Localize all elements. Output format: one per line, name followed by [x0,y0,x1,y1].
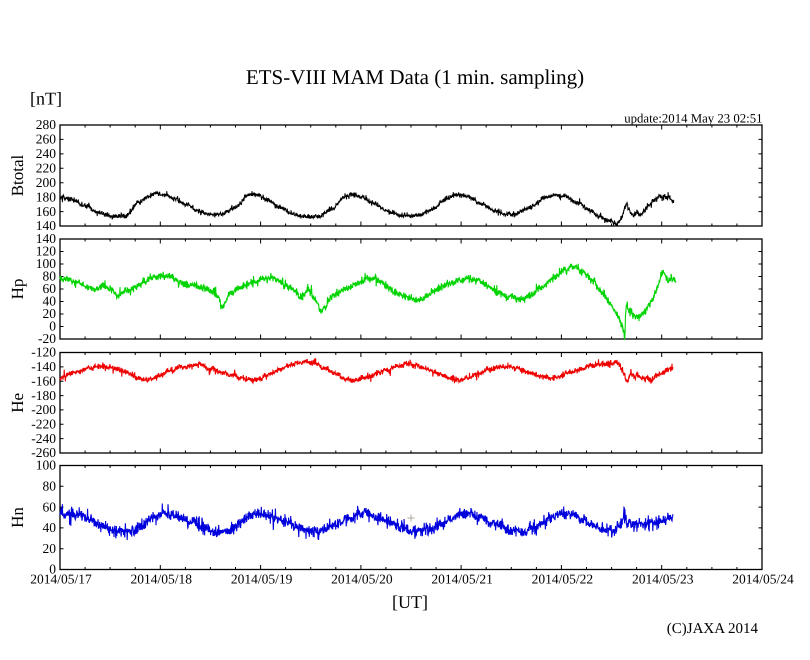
svg-text:2014/05/17: 2014/05/17 [30,572,92,587]
svg-text:100: 100 [36,256,57,271]
svg-text:(C)JAXA 2014: (C)JAXA 2014 [667,621,759,637]
svg-text:update:2014 May 23 02:51: update:2014 May 23 02:51 [624,112,762,126]
svg-text:40: 40 [43,294,57,309]
svg-text:-180: -180 [31,388,56,403]
svg-text:2014/05/24: 2014/05/24 [732,572,794,587]
svg-text:2014/05/18: 2014/05/18 [131,572,193,587]
svg-text:-220: -220 [31,417,56,432]
svg-text:-140: -140 [31,359,56,374]
svg-text:180: 180 [36,189,57,204]
svg-text:-260: -260 [31,445,56,460]
svg-text:80: 80 [43,479,57,494]
svg-text:Hp: Hp [8,279,27,300]
svg-text:260: 260 [36,132,57,147]
svg-text:0: 0 [49,562,56,577]
svg-text:-160: -160 [31,373,56,388]
svg-text:2014/05/22: 2014/05/22 [532,572,594,587]
svg-text:-240: -240 [31,431,56,446]
svg-text:-200: -200 [31,402,56,417]
svg-text:80: 80 [43,269,57,284]
svg-text:2014/05/21: 2014/05/21 [431,572,493,587]
svg-text:140: 140 [36,218,57,233]
svg-text:20: 20 [43,541,57,556]
svg-text:240: 240 [36,146,57,161]
svg-text:-20: -20 [38,331,56,346]
svg-text:He: He [8,393,27,413]
svg-text:280: 280 [36,117,57,132]
svg-text:200: 200 [36,175,57,190]
svg-text:220: 220 [36,161,57,176]
svg-text:2014/05/20: 2014/05/20 [331,572,393,587]
svg-text:40: 40 [43,520,57,535]
svg-text:100: 100 [36,458,57,473]
svg-text:2014/05/23: 2014/05/23 [632,572,694,587]
svg-text:2014/05/19: 2014/05/19 [231,572,293,587]
svg-text:160: 160 [36,204,57,219]
svg-text:[UT]: [UT] [392,592,428,612]
svg-text:-120: -120 [31,345,56,360]
svg-text:Btotal: Btotal [8,154,27,196]
svg-text:140: 140 [36,231,57,246]
svg-text:120: 120 [36,244,57,259]
svg-text:60: 60 [43,281,57,296]
svg-text:[nT]: [nT] [30,89,62,109]
svg-text:ETS-VIII MAM Data (1 min. samp: ETS-VIII MAM Data (1 min. sampling) [246,65,584,89]
svg-text:60: 60 [43,499,57,514]
svg-text:Hn: Hn [8,507,27,528]
svg-text:20: 20 [43,306,57,321]
svg-text:0: 0 [49,319,56,334]
